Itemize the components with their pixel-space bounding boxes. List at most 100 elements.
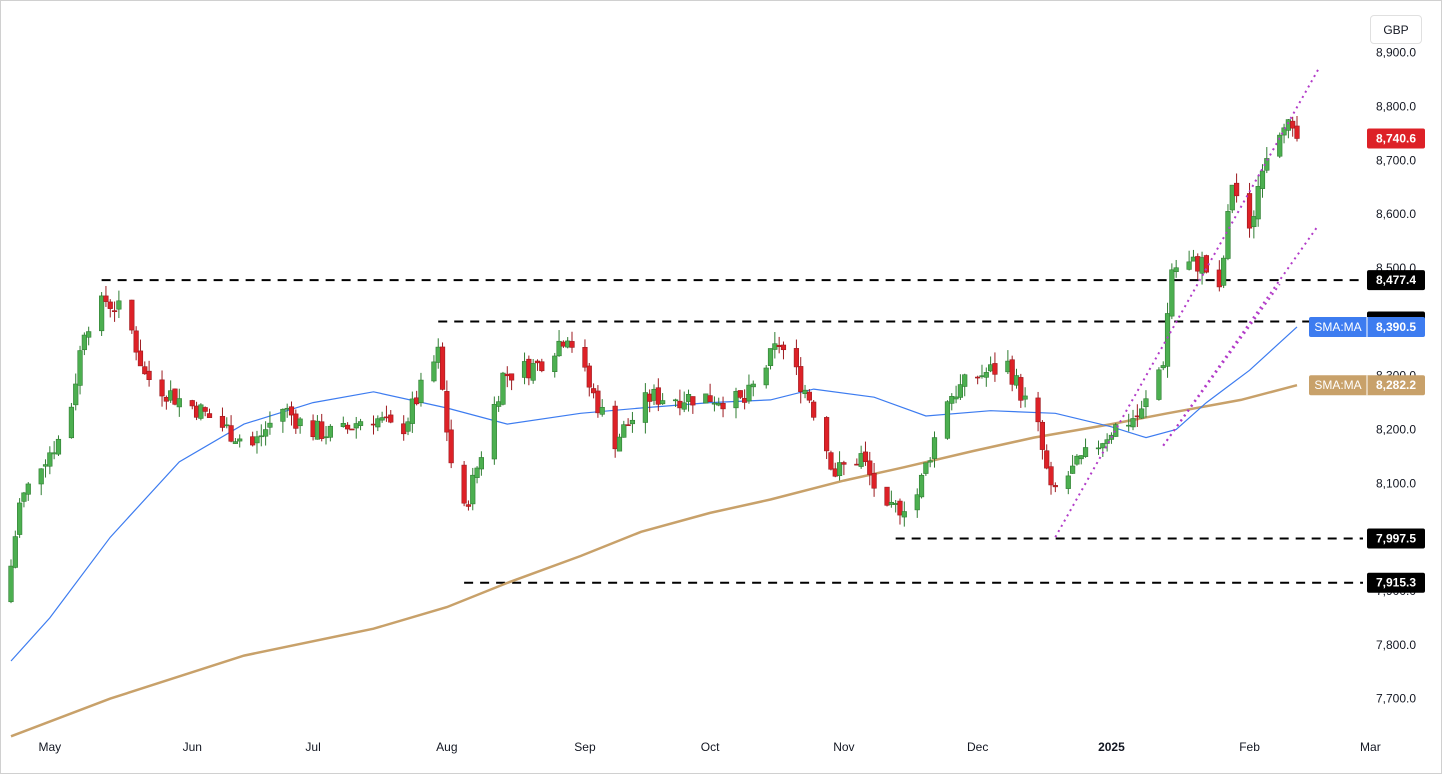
svg-text:SMA:MA: SMA:MA <box>1314 320 1361 334</box>
level-price-badge: 8,477.4 <box>1367 270 1425 291</box>
candle <box>1082 438 1089 458</box>
candle <box>746 374 752 404</box>
currency-label[interactable]: GBP <box>1370 15 1422 44</box>
candle <box>1044 444 1050 470</box>
candle <box>867 451 873 486</box>
candle <box>1160 361 1166 371</box>
candle <box>461 461 467 507</box>
candle <box>319 413 325 442</box>
candle <box>163 395 169 410</box>
x-tick-label: Oct <box>701 740 720 754</box>
candle <box>862 441 869 466</box>
candle <box>569 331 575 353</box>
sma-short-line <box>10 326 1298 662</box>
candle <box>288 401 295 426</box>
candle <box>496 395 502 412</box>
x-tick-label: Dec <box>967 740 988 754</box>
candle <box>379 411 385 423</box>
candle <box>858 445 864 469</box>
candle <box>133 326 139 361</box>
candle <box>224 417 230 429</box>
candle <box>949 393 955 411</box>
candle <box>539 358 545 373</box>
candle <box>439 342 446 391</box>
candle <box>560 340 566 348</box>
x-tick-label: Jul <box>305 740 320 754</box>
y-tick-label: 7,700.0 <box>1376 692 1416 706</box>
candle <box>409 391 415 433</box>
candle <box>1143 390 1149 418</box>
candle <box>1216 260 1222 292</box>
candle <box>750 380 756 397</box>
trendline-2 <box>1162 283 1281 447</box>
candle <box>189 399 195 410</box>
candle <box>1009 355 1015 392</box>
candle <box>733 387 739 419</box>
candle <box>672 398 679 407</box>
candle <box>25 482 31 501</box>
y-tick-label: 8,200.0 <box>1376 422 1416 436</box>
candle <box>1065 471 1071 495</box>
candle <box>1078 455 1084 465</box>
candle <box>1048 461 1054 495</box>
candle <box>737 390 743 399</box>
candle <box>1005 350 1011 375</box>
y-tick-label: 8,700.0 <box>1376 153 1416 167</box>
y-tick-label: 8,800.0 <box>1376 100 1416 114</box>
candle <box>383 405 390 422</box>
candle <box>357 418 364 431</box>
candle <box>99 292 105 336</box>
candle <box>534 359 541 371</box>
candle <box>647 389 653 413</box>
candle <box>897 498 903 525</box>
candle <box>988 356 994 373</box>
candle <box>918 473 925 499</box>
candle <box>871 462 877 497</box>
candle <box>811 400 817 421</box>
candle <box>1290 116 1296 137</box>
candle <box>1156 367 1162 401</box>
candle <box>1277 132 1283 159</box>
candle <box>1294 115 1300 142</box>
candle <box>1190 249 1197 262</box>
x-tick-label: 2025 <box>1098 740 1125 754</box>
y-tick-label: 8,900.0 <box>1376 46 1416 60</box>
candle <box>504 366 510 388</box>
candle <box>914 488 920 518</box>
candle <box>556 330 562 357</box>
sma-long-badge: SMA:MA 8,282.2 <box>1309 375 1425 396</box>
candle <box>931 431 938 468</box>
candle <box>198 403 204 421</box>
candle <box>8 559 14 604</box>
candle <box>116 290 122 319</box>
candle <box>590 383 597 399</box>
candle <box>310 414 316 441</box>
candle <box>854 458 860 466</box>
candle <box>521 352 528 385</box>
candle <box>953 385 959 404</box>
candle <box>742 389 748 410</box>
candle <box>530 359 536 384</box>
candle <box>767 348 774 370</box>
candle <box>491 396 497 465</box>
y-tick-label: 8,600.0 <box>1376 207 1416 221</box>
candle <box>1095 440 1102 455</box>
svg-text:8,740.6: 8,740.6 <box>1376 131 1416 145</box>
candle <box>1229 184 1235 214</box>
candle <box>168 380 174 403</box>
candle <box>431 355 437 383</box>
candle <box>832 462 838 478</box>
candle <box>780 341 787 360</box>
candle <box>297 417 303 434</box>
svg-text:8,390.5: 8,390.5 <box>1376 320 1416 334</box>
candle <box>772 332 778 359</box>
candle <box>1221 255 1227 289</box>
trendlines <box>1054 68 1320 538</box>
candle <box>552 352 558 378</box>
svg-text:SMA:MA: SMA:MA <box>1314 378 1361 392</box>
candle <box>129 299 135 334</box>
candle <box>681 391 687 413</box>
y-tick-label: 7,800.0 <box>1376 638 1416 652</box>
candle <box>500 371 506 406</box>
